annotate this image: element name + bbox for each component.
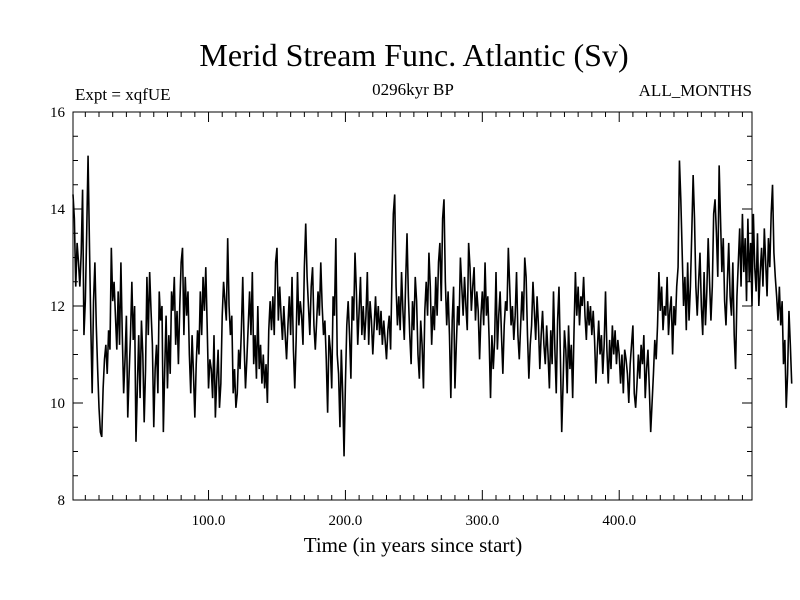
series-layer xyxy=(72,155,793,457)
y-tick-label: 14 xyxy=(50,202,66,218)
series-line xyxy=(72,155,793,457)
y-tick-label: 8 xyxy=(58,493,66,509)
experiment-label: Expt = xqfUE xyxy=(75,85,171,104)
y-tick-label: 12 xyxy=(50,299,65,315)
x-tick-label: 100.0 xyxy=(192,513,226,529)
period-label: 0296kyr BP xyxy=(372,80,454,99)
x-axis-label: Time (in years since start) xyxy=(304,533,523,557)
axis-tick-labels: 100.0 200.0 300.0 400.0 8 10 12 14 16 xyxy=(50,105,636,529)
chart-title: Merid Stream Func. Atlantic (Sv) xyxy=(199,37,628,73)
y-tick-label: 10 xyxy=(50,396,65,412)
x-tick-label: 400.0 xyxy=(602,513,636,529)
x-tick-label: 300.0 xyxy=(465,513,499,529)
months-label: ALL_MONTHS xyxy=(639,81,752,100)
x-tick-label: 200.0 xyxy=(329,513,363,529)
y-tick-label: 16 xyxy=(50,105,66,121)
